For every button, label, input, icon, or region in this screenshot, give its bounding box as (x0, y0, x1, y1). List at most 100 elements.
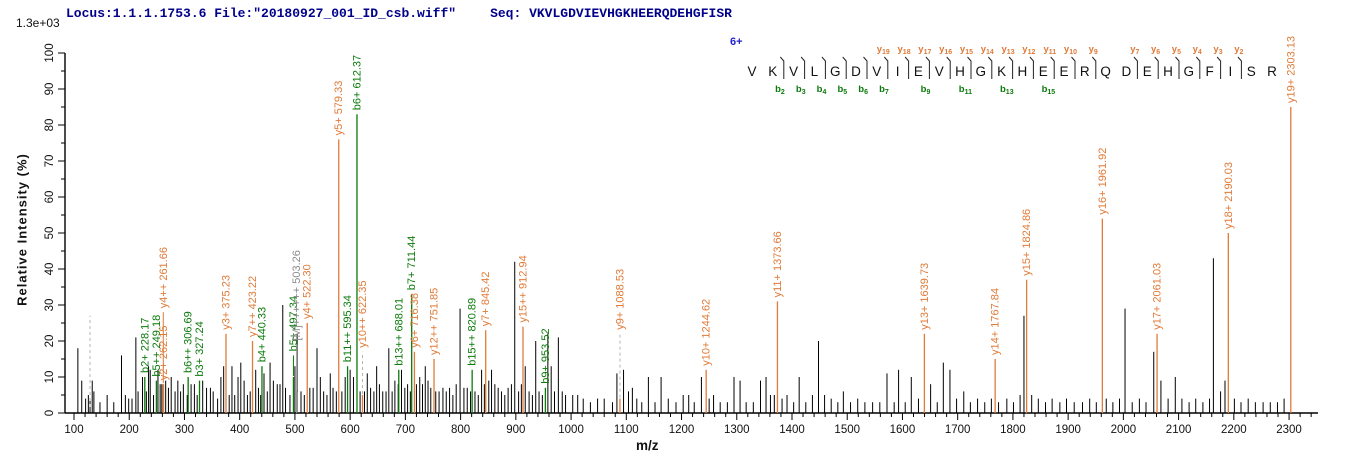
cleavage-mark (1154, 56, 1159, 79)
x-tick-label: 500 (285, 424, 304, 436)
x-axis-title: m/z (636, 438, 659, 453)
peak-label: b5+ 497.34 (288, 296, 300, 351)
b-ion-map-label: b15 (1042, 84, 1056, 96)
residue-letter: R (1080, 64, 1090, 79)
cleavage-mark (1237, 56, 1242, 79)
cleavage-mark (863, 56, 868, 79)
x-tick-label: 1200 (669, 424, 695, 436)
residue-letter: F (1205, 64, 1213, 79)
peak-label: y7++ 423.22 (247, 276, 259, 337)
y-ion-map-label: y4 (1193, 44, 1202, 56)
residue-letter: V (872, 64, 881, 79)
residue-letter: E (1143, 64, 1152, 79)
x-tick-label: 2000 (1111, 424, 1137, 436)
peak-label: b6+ 612.37 (351, 55, 363, 110)
peak-label: b9+ 953.52 (540, 328, 552, 383)
peak-label: b3+ 327.24 (194, 321, 206, 376)
b-ion-map-label: b13 (1000, 84, 1014, 96)
y-ion-map-label: y6 (1151, 44, 1160, 56)
residue-letter: E (1039, 64, 1048, 79)
peak-label: y16+ 1961.92 (1097, 148, 1109, 215)
annotated-peaks: b2+ 228.17 b5++ 249.18 y4++ 261.66 y2+ 262.… (139, 36, 1297, 413)
y-ion-map-label: y12 (1022, 44, 1035, 56)
peak-label: y17+ 2061.03 (1152, 263, 1164, 330)
b-ion-map-label: b7 (879, 84, 889, 96)
y-tick-label: 70 (44, 155, 56, 168)
peak-label: y15+ 1824.86 (1021, 209, 1033, 276)
y-tick-label: 90 (44, 83, 56, 96)
peak-label: y13+ 1639.73 (919, 263, 931, 330)
peak-label: y14+ 1767.84 (990, 288, 1002, 355)
cleavage-mark (1071, 56, 1076, 79)
b-ion-map-label: b6 (858, 84, 868, 96)
residue-letter: V (935, 64, 944, 79)
residue-letter: Q (1100, 64, 1111, 79)
x-tick-label: 300 (175, 424, 194, 436)
peak-label: y9+ 1088.53 (614, 269, 626, 330)
x-tick-label: 400 (230, 424, 249, 436)
b-ion-map-label: b2 (775, 84, 785, 96)
residue-letter: R (1267, 64, 1277, 79)
residue-letter: H (1163, 64, 1173, 79)
cleavage-mark (1133, 56, 1138, 79)
y-ion-map-label: y7 (1130, 44, 1139, 56)
peak-label: y18+ 2190.03 (1223, 162, 1235, 229)
x-tick-label: 1500 (834, 424, 860, 436)
peak-label: b5++ 249.18 (151, 315, 163, 377)
y-tick-label: 80 (44, 119, 56, 132)
cleavage-mark (967, 56, 972, 79)
peak-label: b13++ 688.01 (393, 298, 405, 366)
y-tick-label: 60 (44, 191, 56, 204)
y-ion-map-label: y10 (1064, 44, 1077, 56)
x-tick-label: 2100 (1166, 424, 1192, 436)
residue-letter: H (1018, 64, 1028, 79)
peak-label: y5+ 579.33 (333, 81, 345, 136)
b-ion-map-label: b5 (837, 84, 847, 96)
cleavage-mark (800, 56, 806, 79)
peak-label: y15++ 912.94 (517, 255, 529, 322)
precursor-charge-label: 6+ (730, 36, 743, 48)
residue-letter: I (896, 64, 900, 79)
cleavage-mark (1008, 56, 1014, 79)
y-tick-label: 50 (44, 227, 56, 240)
y-ion-map-label: y3 (1213, 44, 1222, 56)
y-ion-map-label: y19 (877, 44, 890, 56)
x-tick-label: 800 (451, 424, 470, 436)
y-tick-label: 20 (44, 335, 56, 348)
cleavage-mark (1029, 56, 1034, 79)
peak-label: b11++ 595.34 (342, 295, 354, 362)
peak-label: y3+ 375.23 (221, 275, 233, 330)
cleavage-mark (1216, 56, 1222, 79)
peak-label: y2+ 262.15 (158, 325, 170, 380)
peak-label: b4+ 440.33 (256, 307, 268, 362)
b-ion-map-label: b9 (921, 84, 931, 96)
residue-letter: S (1247, 64, 1256, 79)
residue-letter: G (1184, 64, 1195, 79)
x-tick-label: 1600 (890, 424, 916, 436)
residue-letter: L (811, 64, 819, 79)
peak-label: b6++ 306.69 (183, 311, 195, 373)
residue-letter: D (851, 64, 861, 79)
locus-file-text: Locus:1.1.1.1753.6 File:"20180927_001_ID… (66, 6, 457, 21)
y-tick-label: 40 (44, 263, 56, 276)
cleavage-mark (925, 56, 930, 79)
peak-label: b2+ 228.17 (139, 318, 151, 373)
y-ion-map-label: y16 (939, 44, 952, 56)
x-tick-label: 1100 (614, 424, 639, 436)
cleavage-mark (1175, 56, 1180, 79)
x-tick-label: 1300 (724, 424, 750, 436)
residue-letter: V (789, 64, 798, 79)
b-ion-map-label: b3 (796, 84, 806, 96)
fragment-map: V K V L G D V I E V H G K H E E R Q D E H G F I S Rb2 b3 b4 b5 b6y19b… (747, 44, 1277, 96)
y-ion-map-label: y2 (1234, 44, 1243, 56)
peak-label: b7+ 711.44 (406, 236, 418, 291)
peak-label: y12++ 751.85 (429, 288, 441, 355)
peak-label: y4++ 261.66 (158, 247, 170, 308)
x-tick-label: 600 (341, 424, 360, 436)
y-ion-map-label: y15 (960, 44, 973, 56)
peak-label: y19+ 2303.13 (1285, 36, 1297, 103)
b-ion-map-label: b4 (817, 84, 827, 96)
b-ion-map-label: b11 (959, 84, 972, 96)
peak-label: [M]++++++ 503.26 (291, 250, 303, 341)
